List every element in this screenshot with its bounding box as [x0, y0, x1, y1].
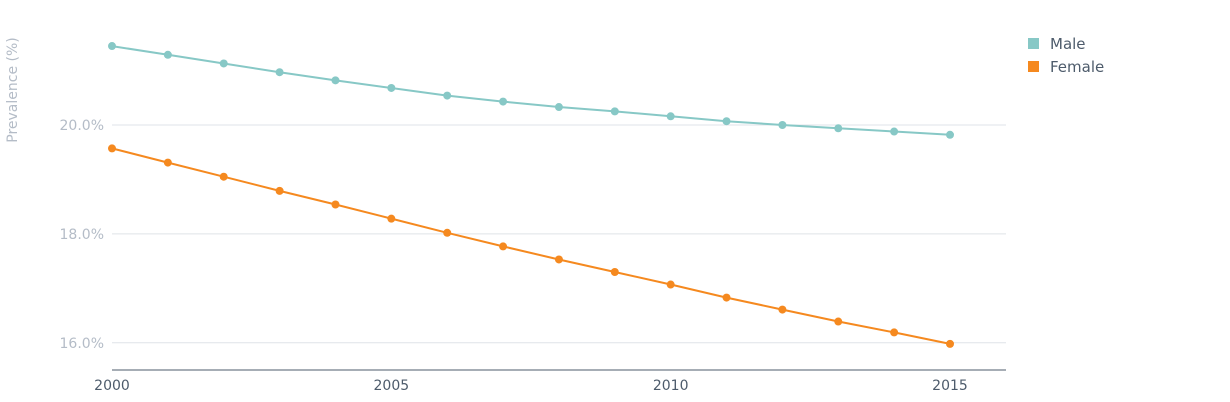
- data-point-female[interactable]: [778, 305, 787, 314]
- data-point-male[interactable]: [443, 91, 452, 100]
- gridlines: [112, 124, 1006, 344]
- x-tick-label: 2000: [94, 378, 130, 394]
- data-point-female[interactable]: [722, 293, 731, 302]
- legend: Male Female: [1028, 32, 1104, 78]
- x-axis-ticks: 2000 2005 2010 2015: [94, 378, 968, 394]
- data-point-female[interactable]: [275, 186, 284, 195]
- data-point-male[interactable]: [946, 130, 954, 139]
- data-point-male[interactable]: [666, 112, 675, 121]
- data-point-female[interactable]: [666, 280, 675, 289]
- data-point-female[interactable]: [108, 144, 116, 153]
- data-point-male[interactable]: [163, 50, 172, 59]
- data-point-male[interactable]: [219, 59, 228, 68]
- legend-label-female: Female: [1050, 57, 1105, 76]
- data-point-female[interactable]: [163, 158, 172, 167]
- legend-swatch-female: [1028, 61, 1039, 72]
- y-axis-ticks: 16.0% 18.0% 20.0%: [60, 118, 104, 352]
- data-point-male[interactable]: [331, 76, 340, 85]
- data-point-female[interactable]: [219, 172, 228, 181]
- data-point-male[interactable]: [834, 124, 843, 133]
- legend-item-female[interactable]: Female: [1028, 55, 1104, 78]
- data-point-female[interactable]: [331, 200, 340, 209]
- data-point-male[interactable]: [108, 42, 116, 51]
- data-point-male[interactable]: [778, 121, 787, 129]
- x-tick-label: 2005: [374, 378, 410, 394]
- data-point-female[interactable]: [387, 214, 396, 223]
- data-point-female[interactable]: [890, 328, 899, 337]
- series-group: [108, 42, 954, 348]
- data-point-female[interactable]: [499, 242, 508, 251]
- data-point-male[interactable]: [610, 107, 619, 116]
- data-point-male[interactable]: [722, 117, 731, 126]
- data-point-female[interactable]: [443, 228, 452, 237]
- data-point-female[interactable]: [946, 339, 954, 348]
- data-point-male[interactable]: [499, 97, 508, 106]
- x-tick-label: 2010: [653, 378, 689, 394]
- data-point-male[interactable]: [890, 127, 899, 136]
- x-tick-label: 2015: [932, 378, 968, 394]
- legend-label-male: Male: [1050, 34, 1086, 53]
- data-point-male[interactable]: [554, 103, 563, 112]
- data-point-male[interactable]: [275, 68, 284, 77]
- data-point-female[interactable]: [554, 255, 563, 264]
- data-point-female[interactable]: [610, 268, 619, 276]
- series-line-female: [111, 147, 951, 345]
- y-axis-label: Prevalence (%): [5, 37, 21, 143]
- legend-swatch-male: [1028, 38, 1039, 49]
- data-point-female[interactable]: [834, 317, 843, 326]
- y-tick-label: 20.0%: [60, 118, 104, 134]
- y-tick-label: 18.0%: [60, 227, 104, 243]
- legend-item-male[interactable]: Male: [1028, 32, 1104, 55]
- data-point-male[interactable]: [387, 83, 396, 92]
- series-line-male: [111, 45, 951, 136]
- y-tick-label: 16.0%: [60, 336, 104, 352]
